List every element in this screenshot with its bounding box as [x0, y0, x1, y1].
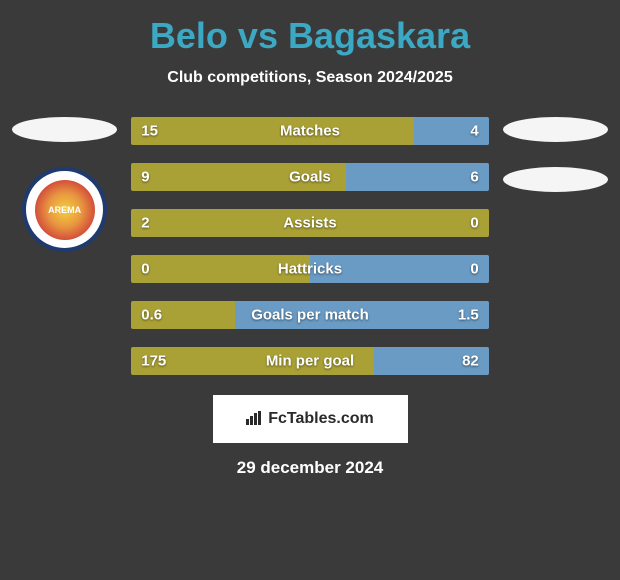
date-text: 29 december 2024 [10, 458, 610, 478]
stat-bar-value-right: 0 [470, 261, 478, 278]
left-club-badge: AREMA [22, 167, 107, 252]
stat-bar-value-right: 6 [470, 169, 478, 186]
stat-bar: Goals 9 6 [131, 163, 489, 191]
stat-bar-value-right: 4 [470, 123, 478, 140]
stat-bar: Goals per match 0.6 1.5 [131, 301, 489, 329]
stat-bar: Hattricks 0 0 [131, 255, 489, 283]
stat-bar-label: Hattricks [278, 261, 342, 278]
right-oval-badge-1 [503, 117, 608, 142]
stat-bar: Min per goal 175 82 [131, 347, 489, 375]
right-player-column [501, 117, 610, 192]
stat-bar-right-fill [346, 163, 489, 191]
subtitle: Club competitions, Season 2024/2025 [10, 69, 610, 87]
stat-bar-label: Assists [283, 215, 336, 232]
footer-brand-badge[interactable]: FcTables.com [213, 395, 408, 443]
comparison-panel: AREMA Matches154Goals96Assists20Hattrick… [10, 117, 610, 375]
stat-bar-left-fill [131, 117, 413, 145]
stats-bars: Matches 15 4 Goals 9 6 Assists 2 0 Hattricks 0 0 Goa… [131, 117, 489, 375]
stat-bar-label: Matches [280, 123, 340, 140]
left-club-badge-inner: AREMA [35, 180, 95, 240]
chart-icon [246, 411, 262, 428]
stat-bar: Matches 15 4 [131, 117, 489, 145]
left-player-column: AREMA [10, 117, 119, 252]
stat-bar: Assists 2 0 [131, 209, 489, 237]
stat-bar-value-left: 0 [141, 261, 149, 278]
stat-bar-value-left: 2 [141, 215, 149, 232]
stat-bar-value-right: 82 [462, 353, 479, 370]
stat-bar-value-left: 9 [141, 169, 149, 186]
footer-brand-text: FcTables.com [268, 410, 374, 428]
page-title: Belo vs Bagaskara [10, 15, 610, 57]
stat-bar-value-left: 175 [141, 353, 166, 370]
stat-bar-value-right: 0 [470, 215, 478, 232]
left-oval-badge [12, 117, 117, 142]
stat-bar-label: Min per goal [266, 353, 354, 370]
stat-bar-value-left: 0.6 [141, 307, 162, 324]
stat-bar-value-left: 15 [141, 123, 158, 140]
stat-bar-value-right: 1.5 [458, 307, 479, 324]
right-oval-badge-2 [503, 167, 608, 192]
stat-bar-label: Goals per match [251, 307, 369, 324]
stat-bar-label: Goals [289, 169, 331, 186]
